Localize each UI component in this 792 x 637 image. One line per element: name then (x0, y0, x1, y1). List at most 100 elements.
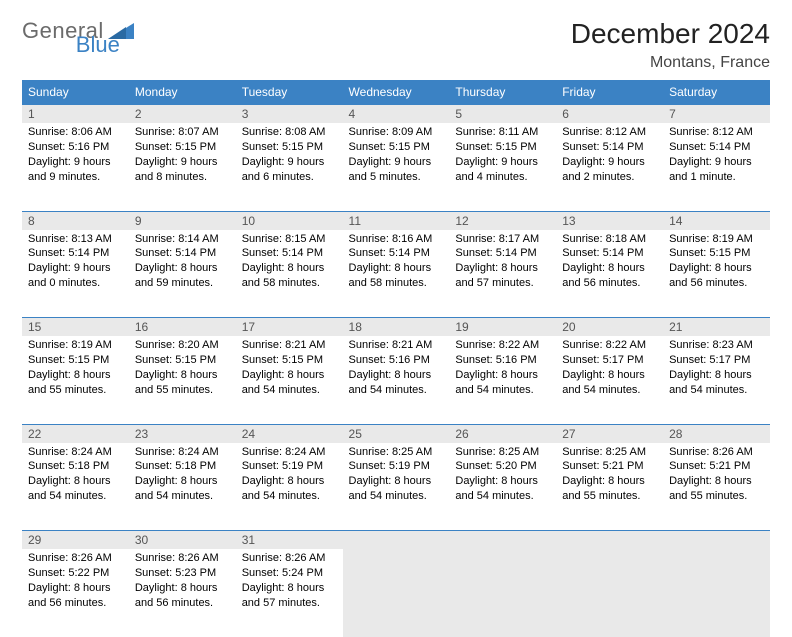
day-details-cell: Sunrise: 8:19 AMSunset: 5:15 PMDaylight:… (22, 336, 129, 424)
day-number-cell: 28 (663, 424, 770, 443)
day-detail-line: Daylight: 9 hours (349, 155, 444, 170)
location: Montans, France (571, 54, 770, 72)
day-detail-line: Daylight: 9 hours (28, 261, 123, 276)
day-details-cell: Sunrise: 8:22 AMSunset: 5:17 PMDaylight:… (556, 336, 663, 424)
details-row: Sunrise: 8:19 AM Sunset: 5:15 PM Daylight:… (22, 336, 770, 424)
day-number-cell: 23 (129, 424, 236, 443)
day-detail-line: Sunset: 5:14 PM (349, 246, 444, 261)
day-detail-line: Sunrise: 8:11 AM (455, 125, 550, 140)
day-detail-line: Sunset: 5:15 PM (242, 353, 337, 368)
day-detail-line: Daylight: 8 hours (455, 368, 550, 383)
day-details-cell (449, 549, 556, 637)
details-row: Sunrise: 8:26 AMSunset: 5:22 PMDaylight:… (22, 549, 770, 637)
day-detail-line: Daylight: 8 hours (242, 261, 337, 276)
day-detail-line: Sunset: 5:15 PM (455, 140, 550, 155)
day-detail-line: and 56 minutes. (562, 276, 657, 291)
day-detail-line: Sunset: 5:24 PM (242, 566, 337, 581)
day-details-cell: Sunrise: 8:24 AMSunset: 5:19 PMDaylight:… (236, 443, 343, 531)
day-detail-line: and 56 minutes. (28, 596, 123, 611)
day-detail-line: Daylight: 8 hours (562, 474, 657, 489)
day-number-cell: 10 (236, 211, 343, 230)
day-detail-line: Sunset: 5:19 PM (242, 459, 337, 474)
day-detail-line: Sunset: 5:19 PM (349, 459, 444, 474)
day-detail-line: and 9 minutes. (28, 170, 123, 185)
day-detail-line: Daylight: 8 hours (135, 581, 230, 596)
day-number-cell: 11 (343, 211, 450, 230)
day-detail-line: Sunset: 5:15 PM (349, 140, 444, 155)
day-detail-line: Sunset: 5:16 PM (455, 353, 550, 368)
calendar-table: Sunday Monday Tuesday Wednesday Thursday… (22, 80, 770, 637)
daynum-row: 293031 (22, 531, 770, 550)
day-detail-line: Sunrise: 8:19 AM (28, 338, 123, 353)
day-number-cell: 7 (663, 105, 770, 124)
weekday-header: Saturday (663, 80, 770, 105)
day-number-cell: 12 (449, 211, 556, 230)
day-details-cell: Sunrise: 8:24 AMSunset: 5:18 PMDaylight:… (22, 443, 129, 531)
day-detail-line: Sunrise: 8:20 AM (135, 338, 230, 353)
day-number-cell: 4 (343, 105, 450, 124)
day-detail-line: Sunset: 5:16 PM (349, 353, 444, 368)
details-row: Sunrise: 8:06 AMSunset: 5:16 PMDaylight:… (22, 123, 770, 211)
day-detail-line: Sunrise: 8:22 AM (562, 338, 657, 353)
day-details-cell: Sunrise: 8:15 AMSunset: 5:14 PMDaylight:… (236, 230, 343, 318)
day-details-cell (663, 549, 770, 637)
day-detail-line: Sunset: 5:15 PM (135, 140, 230, 155)
day-number-cell: 16 (129, 318, 236, 337)
day-detail-line: Daylight: 8 hours (135, 474, 230, 489)
day-detail-line: and 57 minutes. (455, 276, 550, 291)
day-detail-line: Sunrise: 8:26 AM (669, 445, 764, 460)
day-detail-line: and 55 minutes. (669, 489, 764, 504)
day-detail-line: Sunset: 5:17 PM (562, 353, 657, 368)
day-details-cell: Sunrise: 8:17 AMSunset: 5:14 PMDaylight:… (449, 230, 556, 318)
day-detail-line: Daylight: 8 hours (242, 581, 337, 596)
day-detail-line: Daylight: 8 hours (28, 368, 123, 383)
day-number-cell (343, 531, 450, 550)
day-detail-line: and 55 minutes. (28, 383, 123, 398)
day-detail-line: Daylight: 8 hours (28, 581, 123, 596)
day-detail-line: Daylight: 8 hours (455, 474, 550, 489)
day-detail-line: Sunrise: 8:12 AM (562, 125, 657, 140)
day-detail-line: Sunrise: 8:14 AM (135, 232, 230, 247)
day-detail-line: Sunrise: 8:25 AM (349, 445, 444, 460)
day-detail-line: Sunset: 5:15 PM (135, 353, 230, 368)
day-detail-line: and 5 minutes. (349, 170, 444, 185)
day-details-cell (556, 549, 663, 637)
day-number-cell: 5 (449, 105, 556, 124)
day-detail-line: and 55 minutes. (562, 489, 657, 504)
day-number-cell: 19 (449, 318, 556, 337)
day-detail-line: Sunrise: 8:24 AM (135, 445, 230, 460)
day-number-cell: 29 (22, 531, 129, 550)
day-number-cell: 14 (663, 211, 770, 230)
details-row: Sunrise: 8:24 AMSunset: 5:18 PMDaylight:… (22, 443, 770, 531)
day-detail-line: Daylight: 8 hours (562, 368, 657, 383)
title-block: December 2024 Montans, France (571, 18, 770, 72)
day-detail-line: and 54 minutes. (669, 383, 764, 398)
day-details-cell: Sunrise: 8:26 AMSunset: 5:23 PMDaylight:… (129, 549, 236, 637)
day-detail-line: Sunrise: 8:07 AM (135, 125, 230, 140)
day-detail-line: Sunset: 5:21 PM (669, 459, 764, 474)
day-number-cell: 1 (22, 105, 129, 124)
day-number-cell (663, 531, 770, 550)
day-detail-line: and 58 minutes. (242, 276, 337, 291)
day-detail-line: Daylight: 9 hours (669, 155, 764, 170)
day-detail-line: and 54 minutes. (349, 383, 444, 398)
day-detail-line: and 54 minutes. (455, 489, 550, 504)
day-detail-line: Sunset: 5:14 PM (242, 246, 337, 261)
day-detail-line: Daylight: 9 hours (562, 155, 657, 170)
day-detail-line: Sunset: 5:14 PM (455, 246, 550, 261)
day-detail-line: Daylight: 8 hours (349, 368, 444, 383)
day-number-cell: 20 (556, 318, 663, 337)
day-detail-line: Sunset: 5:18 PM (135, 459, 230, 474)
day-number-cell: 18 (343, 318, 450, 337)
logo: General Blue (22, 18, 178, 44)
weekday-header: Monday (129, 80, 236, 105)
day-detail-line: Sunrise: 8:09 AM (349, 125, 444, 140)
day-details-cell: Sunrise: 8:23 AMSunset: 5:17 PMDaylight:… (663, 336, 770, 424)
day-detail-line: Daylight: 8 hours (28, 474, 123, 489)
day-number-cell: 15 (22, 318, 129, 337)
day-details-cell: Sunrise: 8:25 AMSunset: 5:19 PMDaylight:… (343, 443, 450, 531)
day-detail-line: Sunset: 5:18 PM (28, 459, 123, 474)
day-detail-line: Sunset: 5:20 PM (455, 459, 550, 474)
day-detail-line: Daylight: 8 hours (349, 474, 444, 489)
day-details-cell: Sunrise: 8:21 AMSunset: 5:16 PMDaylight:… (343, 336, 450, 424)
